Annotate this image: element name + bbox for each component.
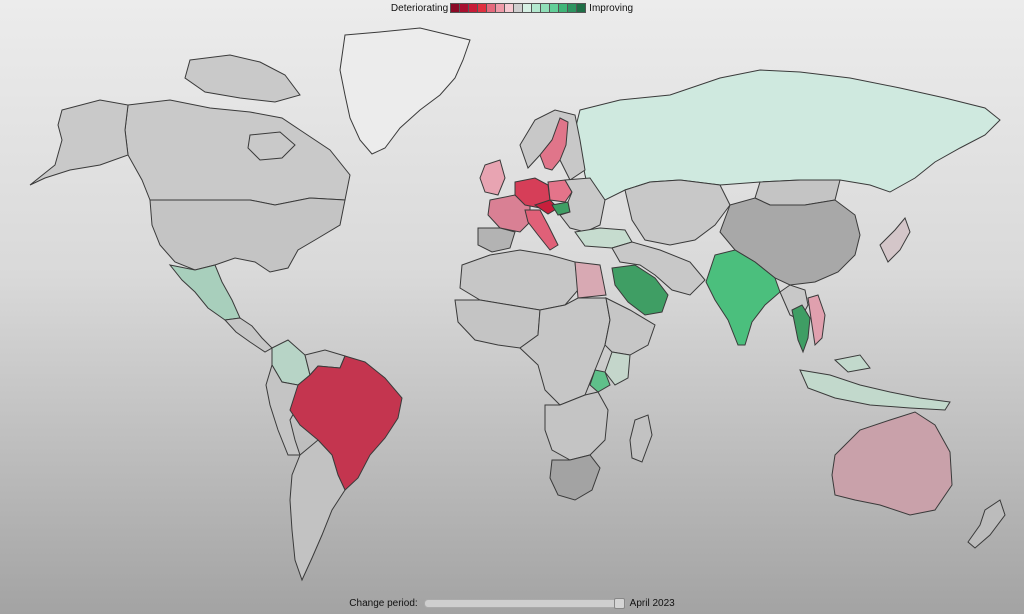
change-period-slider-thumb[interactable] xyxy=(613,597,625,609)
south-africa[interactable] xyxy=(549,454,601,501)
kenya[interactable] xyxy=(604,351,631,386)
uk[interactable] xyxy=(479,159,506,196)
japan[interactable] xyxy=(879,217,911,263)
mexico[interactable] xyxy=(168,264,241,321)
central-africa[interactable] xyxy=(519,297,611,406)
tanzania[interactable] xyxy=(589,369,611,393)
greenland[interactable] xyxy=(339,27,471,155)
change-period-label: Change period: xyxy=(349,597,418,609)
poland[interactable] xyxy=(547,179,573,203)
egypt[interactable] xyxy=(574,261,607,299)
sweden[interactable] xyxy=(539,117,569,171)
middle-east[interactable] xyxy=(611,241,706,296)
indonesia[interactable] xyxy=(799,354,951,411)
legend-deteriorating-label: Deteriorating xyxy=(390,2,449,14)
legend-swatch-14 xyxy=(576,3,587,13)
eastern-europe[interactable] xyxy=(559,177,606,233)
central-america[interactable] xyxy=(223,317,273,353)
vietnam[interactable] xyxy=(807,294,826,347)
spain[interactable] xyxy=(477,227,516,253)
legend-improving-label: Improving xyxy=(589,2,634,14)
italy[interactable] xyxy=(524,209,559,251)
change-period-value: April 2023 xyxy=(629,597,675,609)
united-states[interactable] xyxy=(149,197,346,273)
argentina[interactable] xyxy=(289,439,346,582)
new-zealand[interactable] xyxy=(967,499,1006,549)
legend: Deteriorating Improving xyxy=(0,1,1024,15)
india[interactable] xyxy=(705,249,781,346)
canada[interactable] xyxy=(124,54,351,206)
legend-color-scale xyxy=(450,3,587,13)
north-africa[interactable] xyxy=(459,249,579,311)
brazil[interactable] xyxy=(289,355,403,491)
change-period-control: Change period: April 2023 xyxy=(0,596,1024,610)
australia[interactable] xyxy=(831,411,953,516)
madagascar[interactable] xyxy=(629,414,653,463)
thailand[interactable] xyxy=(791,304,811,354)
change-period-slider[interactable] xyxy=(423,597,626,609)
southern-africa[interactable] xyxy=(544,391,609,461)
scandinavia[interactable] xyxy=(519,109,586,181)
central-asia[interactable] xyxy=(624,179,731,246)
alaska[interactable] xyxy=(29,99,129,186)
saudi-arabia[interactable] xyxy=(611,264,669,316)
